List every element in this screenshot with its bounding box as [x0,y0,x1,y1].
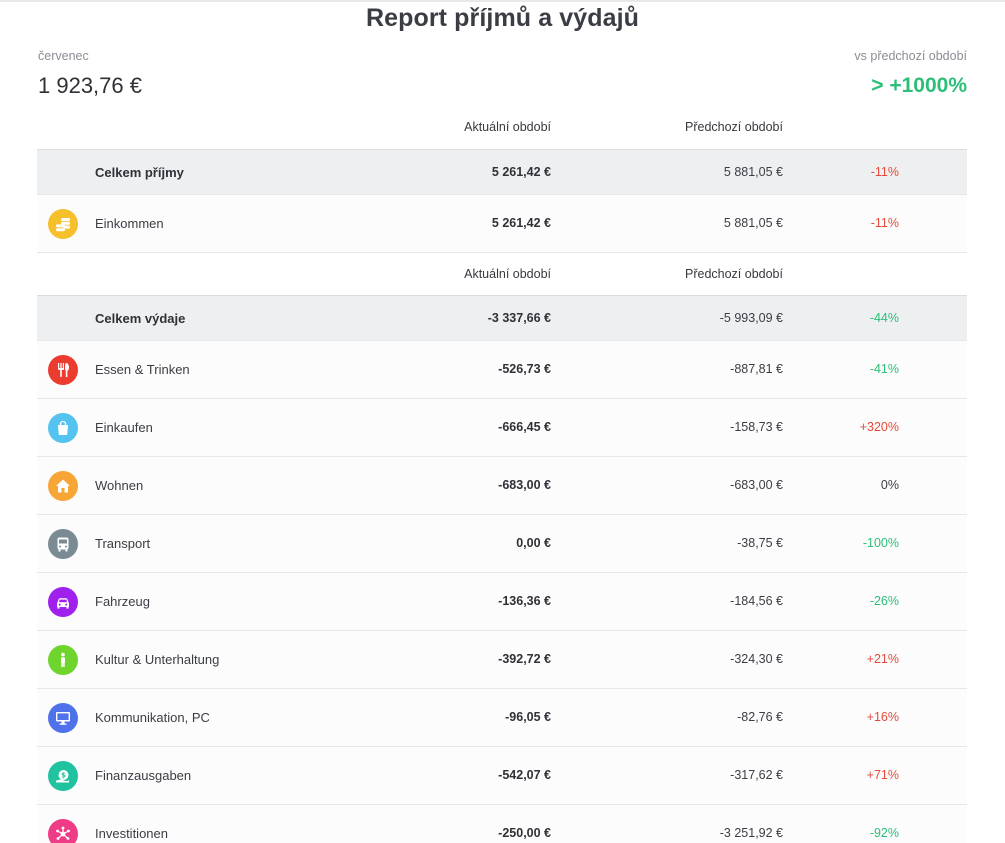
expense-total-row[interactable]: Celkem výdaje -3 337,66 € -5 993,09 € -4… [37,295,967,340]
row-change: 0% [880,478,899,492]
row-name: Essen & Trinken [95,362,190,377]
period-amount: 1 923,76 € [38,73,142,98]
row-current: 0,00 € [516,536,551,550]
row-current: -683,00 € [498,478,551,492]
column-current-label: Aktuální období [464,120,551,134]
row-change: -11% [870,216,899,230]
row-previous: -317,62 € [730,768,783,782]
person-icon [48,645,78,675]
period-label: červenec [38,49,89,63]
table-row[interactable]: Einkommen 5 261,42 € 5 881,05 € -11% [37,194,967,252]
compare-label: vs předchozí období [854,49,967,63]
top-divider [0,0,1005,2]
income-total-row[interactable]: Celkem příjmy 5 261,42 € 5 881,05 € -11% [37,149,967,194]
row-current: -136,36 € [498,594,551,608]
table-row[interactable]: Investitionen -250,00 € -3 251,92 € -92% [37,804,967,843]
row-current: -666,45 € [498,420,551,434]
row-change: -26% [869,594,899,608]
svg-text:$: $ [61,772,66,780]
row-previous: -158,73 € [730,420,783,434]
row-previous: 5 881,05 € [723,216,783,230]
row-change: -92% [869,826,899,840]
income-total-current: 5 261,42 € [491,165,551,179]
row-change: +16% [866,710,899,724]
page-title: Report příjmů a výdajů [365,4,640,32]
column-previous-label: Předchozí období [685,267,783,281]
row-name: Einkommen [95,216,164,231]
income-total-change: -11% [870,165,899,179]
row-current: 5 261,42 € [491,216,551,230]
income-total-previous: 5 881,05 € [723,165,783,179]
expense-total-previous: -5 993,09 € [719,311,783,325]
income-total-label: Celkem příjmy [95,165,184,180]
table-row[interactable]: Essen & Trinken -526,73 € -887,81 € -41% [37,340,967,398]
row-name: Investitionen [95,826,168,841]
compare-value: > +1000% [871,74,967,97]
bus-icon [48,529,78,559]
row-name: Transport [95,536,151,551]
column-previous-label: Předchozí období [685,120,783,134]
column-current-label: Aktuální období [464,267,551,281]
row-previous: -683,00 € [730,478,783,492]
income-column-header: Aktuální období Předchozí období [37,106,967,149]
row-current: -526,73 € [498,362,551,376]
row-current: -250,00 € [498,826,551,840]
network-icon [48,819,78,843]
expense-total-label: Celkem výdaje [95,311,186,326]
row-previous: -887,81 € [730,362,783,376]
table-row[interactable]: Kommunikation, PC -96,05 € -82,76 € +16% [37,688,967,746]
coins-icon [48,209,78,239]
row-name: Kultur & Unterhaltung [95,652,220,667]
expense-total-current: -3 337,66 € [487,311,551,325]
table-row[interactable]: $ Finanzausgaben -542,07 € -317,62 € +71… [37,746,967,804]
table-row[interactable]: Kultur & Unterhaltung -392,72 € -324,30 … [37,630,967,688]
table-row[interactable]: Transport 0,00 € -38,75 € -100% [37,514,967,572]
shopping-bag-icon [48,413,78,443]
expense-total-change: -44% [869,311,899,325]
row-previous: -82,76 € [737,710,783,724]
car-icon [48,587,78,617]
row-change: +71% [866,768,899,782]
table-row[interactable]: Einkaufen -666,45 € -158,73 € +320% [37,398,967,456]
house-icon [48,471,78,501]
expense-column-header: Aktuální období Předchozí období [37,252,967,295]
row-change: -100% [862,536,899,550]
row-name: Finanzausgaben [95,768,192,783]
row-name: Fahrzeug [95,594,150,609]
row-current: -96,05 € [505,710,551,724]
report-table: Aktuální období Předchozí období Celkem … [37,106,967,843]
row-previous: -324,30 € [730,652,783,666]
table-row[interactable]: Wohnen -683,00 € -683,00 € 0% [37,456,967,514]
monitor-icon [48,703,78,733]
cutlery-icon [48,355,78,385]
row-change: -41% [869,362,899,376]
row-name: Einkaufen [95,420,153,435]
row-previous: -184,56 € [730,594,783,608]
row-previous: -38,75 € [737,536,783,550]
table-row[interactable]: Fahrzeug -136,36 € -184,56 € -26% [37,572,967,630]
row-current: -392,72 € [498,652,551,666]
row-name: Wohnen [95,478,144,493]
row-name: Kommunikation, PC [95,710,210,725]
row-change: +21% [866,652,899,666]
row-current: -542,07 € [498,768,551,782]
row-change: +320% [859,420,899,434]
money-icon: $ [48,761,78,791]
row-previous: -3 251,92 € [719,826,783,840]
